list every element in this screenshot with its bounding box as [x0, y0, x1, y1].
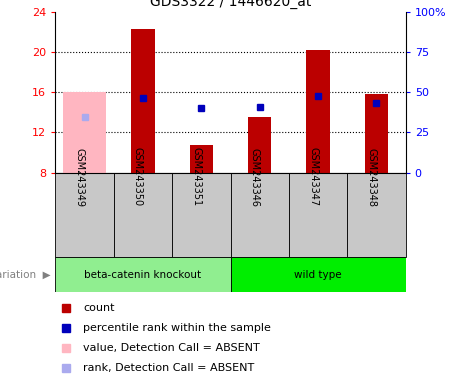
- Bar: [248, 118, 272, 173]
- Text: GSM243347: GSM243347: [308, 147, 318, 207]
- Bar: [230, 173, 289, 257]
- Title: GDS3322 / 1446620_at: GDS3322 / 1446620_at: [150, 0, 311, 9]
- Text: genotype/variation  ▶: genotype/variation ▶: [0, 270, 51, 280]
- Bar: [64, 92, 106, 173]
- Text: count: count: [83, 303, 115, 313]
- Text: wild type: wild type: [294, 270, 342, 280]
- Text: value, Detection Call = ABSENT: value, Detection Call = ABSENT: [83, 343, 260, 353]
- Bar: [131, 29, 154, 173]
- Text: beta-catenin knockout: beta-catenin knockout: [84, 270, 201, 280]
- Bar: [365, 94, 388, 173]
- Text: GSM243350: GSM243350: [133, 147, 143, 207]
- Text: percentile rank within the sample: percentile rank within the sample: [83, 323, 271, 333]
- Text: rank, Detection Call = ABSENT: rank, Detection Call = ABSENT: [83, 363, 254, 373]
- Bar: [114, 173, 172, 257]
- Bar: [230, 257, 406, 292]
- Bar: [172, 173, 230, 257]
- Bar: [289, 173, 347, 257]
- Bar: [307, 50, 330, 173]
- Text: GSM243349: GSM243349: [75, 147, 84, 207]
- Bar: [55, 257, 230, 292]
- Text: GSM243346: GSM243346: [250, 147, 260, 207]
- Text: GSM243348: GSM243348: [366, 147, 377, 207]
- Text: GSM243351: GSM243351: [191, 147, 201, 207]
- Bar: [347, 173, 406, 257]
- Bar: [55, 173, 114, 257]
- Bar: [189, 145, 213, 173]
